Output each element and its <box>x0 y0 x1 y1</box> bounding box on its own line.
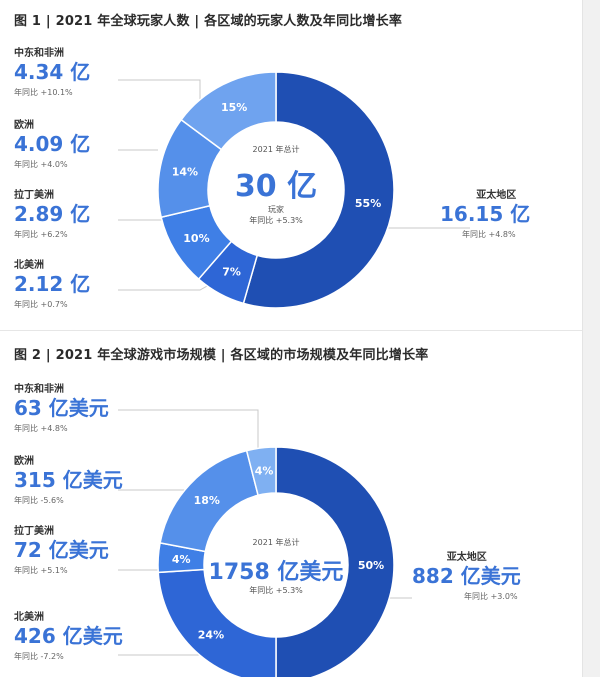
stat-fig2-north-america: 北美洲 426 亿美元 年同比 -7.2% <box>14 608 123 662</box>
region-value: 315 亿美元 <box>14 468 123 492</box>
region-name: 中东和非洲 <box>14 48 64 59</box>
donut-slice <box>180 71 277 151</box>
center-yoy: 年同比 +5.3% <box>249 585 303 595</box>
donut-slice <box>245 446 277 497</box>
region-name: 北美洲 <box>14 260 44 271</box>
figure-1-title: 图 1 | 2021 年全球玩家人数 | 各区域的玩家人数及年同比增长率 <box>14 14 403 29</box>
center-value: 30 亿 <box>235 169 317 204</box>
region-value: 2.89 亿 <box>14 202 91 226</box>
region-value: 426 亿美元 <box>14 624 123 648</box>
leader-line <box>118 409 259 448</box>
region-name: 亚太地区 <box>446 552 487 563</box>
donut-center <box>205 494 347 636</box>
scrollbar[interactable] <box>582 0 600 677</box>
slice-percent-label: 14% <box>172 165 198 178</box>
donut-center <box>209 123 343 257</box>
center-yoy: 年同比 +5.3% <box>249 215 303 225</box>
region-yoy: 年同比 -7.2% <box>14 652 64 661</box>
donut-slice <box>242 71 395 309</box>
stat-fig1-asia-pacific: 亚太地区 16.15 亿 年同比 +4.8% <box>440 186 530 240</box>
region-yoy: 年同比 +4.8% <box>14 424 68 433</box>
figure-2-title: 图 2 | 2021 年全球游戏市场规模 | 各区域的市场规模及年同比增长率 <box>14 348 429 363</box>
region-yoy: 年同比 +6.2% <box>14 230 68 239</box>
region-value: 63 亿美元 <box>14 396 109 420</box>
slice-percent-label: 10% <box>183 232 209 245</box>
region-name: 北美洲 <box>14 612 44 623</box>
slice-percent-label: 55% <box>355 197 381 210</box>
region-yoy: 年同比 +10.1% <box>14 88 73 97</box>
region-yoy: 年同比 +3.0% <box>464 592 518 601</box>
slice-percent-label: 4% <box>255 465 274 478</box>
stat-fig2-middle-east-africa: 中东和非洲 63 亿美元 年同比 +4.8% <box>14 380 109 434</box>
region-name: 欧洲 <box>14 120 34 131</box>
slice-percent-label: 4% <box>172 553 191 566</box>
stat-fig1-latin-america: 拉丁美洲 2.89 亿 年同比 +6.2% <box>14 186 90 240</box>
slice-percent-label: 7% <box>222 266 241 279</box>
divider <box>0 330 582 331</box>
region-name: 中东和非洲 <box>14 384 64 395</box>
slice-percent-label: 50% <box>358 559 384 572</box>
region-name: 亚太地区 <box>476 190 517 201</box>
stat-fig2-europe: 欧洲 315 亿美元 年同比 -5.6% <box>14 452 123 506</box>
donut-slice <box>275 446 395 677</box>
region-yoy: 年同比 -5.6% <box>14 496 64 505</box>
stat-fig2-asia-pacific: 亚太地区 882 亿美元 年同比 +3.0% <box>412 548 521 602</box>
region-value: 4.09 亿 <box>14 132 91 156</box>
center-label: 2021 年总计 <box>253 537 300 547</box>
stat-fig1-europe: 欧洲 4.09 亿 年同比 +4.0% <box>14 116 90 170</box>
region-value: 16.15 亿 <box>440 202 531 226</box>
region-yoy: 年同比 +0.7% <box>14 300 68 309</box>
region-value: 72 亿美元 <box>14 538 109 562</box>
region-yoy: 年同比 +5.1% <box>14 566 68 575</box>
slice-percent-label: 18% <box>194 494 220 507</box>
region-yoy: 年同比 +4.0% <box>14 160 68 169</box>
slice-percent-label: 24% <box>198 628 224 641</box>
center-sublabel: 玩家 <box>268 204 284 214</box>
region-value: 882 亿美元 <box>412 564 521 588</box>
center-label: 2021 年总计 <box>253 144 300 154</box>
stat-fig1-north-america: 北美洲 2.12 亿 年同比 +0.7% <box>14 256 90 310</box>
slice-percent-label: 15% <box>221 101 247 114</box>
stat-fig1-middle-east-africa: 中东和非洲 4.34 亿 年同比 +10.1% <box>14 44 90 98</box>
region-name: 欧洲 <box>14 456 34 467</box>
region-yoy: 年同比 +4.8% <box>462 230 516 239</box>
center-value: 1758 亿美元 <box>209 559 344 585</box>
stat-fig2-latin-america: 拉丁美洲 72 亿美元 年同比 +5.1% <box>14 522 109 576</box>
region-value: 2.12 亿 <box>14 272 91 296</box>
region-name: 拉丁美洲 <box>14 190 54 201</box>
region-name: 拉丁美洲 <box>14 526 54 537</box>
region-value: 4.34 亿 <box>14 60 91 84</box>
